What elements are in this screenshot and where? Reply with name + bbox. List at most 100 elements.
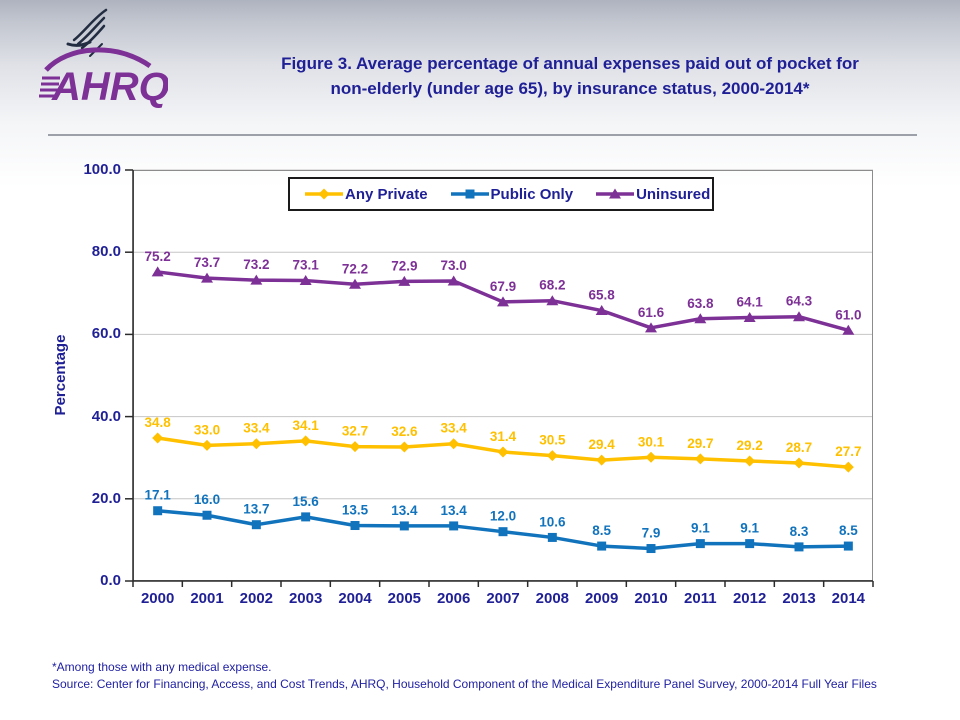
marker-diamond [596, 454, 608, 466]
marker-triangle [793, 311, 805, 322]
data-label: 73.0 [441, 258, 467, 273]
marker-triangle [694, 313, 707, 324]
ahrq-wordmark: AHRQ [39, 47, 170, 109]
marker-triangle [546, 295, 559, 306]
marker-triangle [299, 275, 312, 286]
marker-square [465, 189, 475, 199]
data-label: 16.0 [194, 492, 220, 507]
data-label: 27.7 [835, 444, 861, 459]
legend-item-public-only: Public Only [450, 185, 574, 203]
marker-diamond [744, 455, 756, 467]
legend-item-uninsured: Uninsured [595, 186, 710, 203]
x-tick-label: 2010 [634, 590, 668, 607]
marker-triangle [595, 305, 608, 316]
data-label: 61.6 [638, 305, 665, 320]
data-label: 61.0 [835, 307, 861, 322]
x-tick-label: 2013 [782, 590, 816, 607]
marker-diamond [694, 453, 706, 465]
legend-swatch-square-icon [450, 189, 489, 199]
source-citation: Source: Center for Financing, Access, an… [52, 677, 877, 691]
marker-triangle [398, 275, 411, 286]
x-tick-label: 2004 [338, 590, 372, 607]
agency-logo: AHRQ [38, 4, 170, 119]
data-label: 8.3 [790, 524, 809, 539]
data-label: 64.1 [737, 295, 764, 310]
marker-diamond [448, 438, 460, 450]
figure-title: Figure 3. Average percentage of annual e… [215, 52, 925, 101]
marker-diamond [201, 439, 213, 451]
data-label: 9.1 [740, 521, 759, 536]
data-label: 8.5 [839, 523, 858, 538]
marker-triangle [201, 272, 213, 283]
marker-square [646, 544, 656, 554]
x-tick-label: 2008 [535, 590, 570, 607]
marker-diamond [793, 457, 805, 469]
data-label: 72.9 [391, 258, 417, 273]
y-tick-label: 80.0 [91, 243, 121, 261]
data-label: 68.2 [539, 278, 565, 293]
data-label: 17.1 [145, 488, 172, 503]
marker-square [301, 512, 311, 522]
figure-title-line1: Figure 3. Average percentage of annual e… [281, 54, 859, 73]
data-label: 31.4 [490, 429, 517, 444]
data-label: 32.6 [391, 424, 418, 439]
y-tick-label: 0.0 [100, 572, 121, 589]
data-label: 28.7 [786, 440, 812, 455]
marker-diamond [398, 441, 410, 453]
data-label: 29.2 [737, 438, 763, 453]
marker-triangle [743, 312, 756, 323]
svg-text:AHRQ: AHRQ [51, 65, 168, 109]
x-tick-label: 2012 [732, 590, 767, 607]
data-label: 33.4 [441, 421, 468, 436]
figure-title-line2: non-elderly (under age 65), by insurance… [330, 78, 810, 98]
y-tick-label: 20.0 [91, 489, 121, 507]
legend-label: Uninsured [636, 185, 711, 203]
marker-square [597, 541, 607, 551]
x-tick-label: 2007 [486, 590, 520, 607]
marker-triangle [151, 266, 164, 277]
marker-square [449, 521, 459, 531]
marker-triangle [447, 275, 460, 286]
data-label: 15.6 [293, 494, 320, 509]
legend-swatch-diamond-icon [305, 188, 343, 200]
data-label: 34.8 [145, 415, 172, 430]
data-label: 30.5 [539, 433, 566, 448]
marker-diamond [546, 450, 558, 462]
data-label: 34.1 [293, 418, 320, 433]
marker-square [695, 539, 705, 549]
data-label: 29.4 [589, 437, 616, 452]
x-tick-label: 2005 [387, 590, 422, 607]
x-tick-label: 2003 [288, 590, 323, 607]
data-label: 30.1 [638, 434, 665, 449]
x-tick-label: 2002 [239, 590, 274, 607]
data-label: 13.4 [391, 503, 418, 518]
data-label: 33.0 [194, 422, 220, 437]
marker-square [794, 542, 804, 552]
marker-triangle [842, 324, 855, 335]
marker-triangle [497, 296, 509, 307]
marker-diamond [250, 438, 262, 450]
legend-item-any-private: Any Private [304, 186, 428, 203]
x-tick-label: 2001 [190, 590, 224, 607]
y-tick-label: 100.0 [83, 161, 121, 178]
footnote: *Among those with any medical expense. [52, 660, 272, 674]
data-label: 13.5 [342, 503, 369, 518]
data-label: 33.4 [243, 421, 270, 436]
data-label: 9.1 [691, 521, 710, 536]
y-tick-label: 60.0 [91, 325, 121, 343]
data-label: 64.3 [786, 294, 813, 309]
marker-triangle [609, 188, 622, 199]
marker-square [843, 541, 853, 551]
data-label: 12.0 [490, 509, 516, 524]
marker-triangle [645, 322, 657, 333]
marker-square [547, 532, 557, 542]
data-label: 8.5 [592, 523, 611, 538]
marker-square [745, 539, 755, 549]
x-tick-label: 2006 [436, 590, 471, 607]
marker-diamond [349, 441, 361, 453]
marker-triangle [349, 278, 361, 289]
legend-label: Public Only [490, 185, 574, 203]
x-tick-label: 2009 [584, 590, 619, 607]
data-label: 13.4 [441, 503, 468, 518]
data-label: 13.7 [243, 502, 269, 517]
